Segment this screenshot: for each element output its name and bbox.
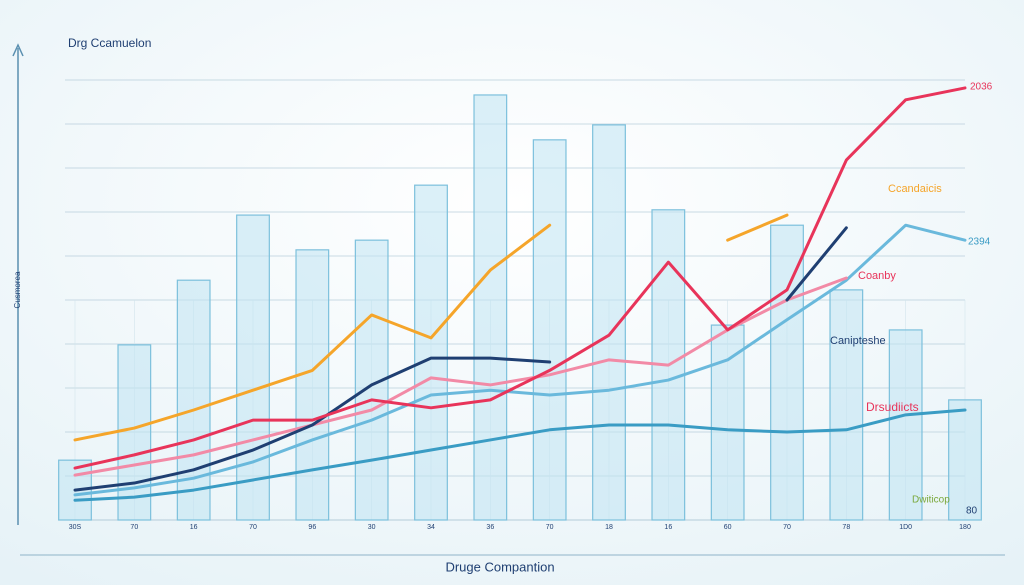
annotation: Drsudiicts: [866, 400, 919, 414]
line-series: [73, 276, 848, 477]
y-axis-arrow: [12, 43, 24, 57]
x-tick-label: 78: [842, 524, 850, 531]
x-tick-label: 16: [190, 524, 198, 531]
line-series: [73, 86, 967, 470]
x-tick-label: 36: [486, 524, 494, 531]
x-tick-label: 34: [427, 524, 435, 531]
annotation: 80: [966, 506, 978, 517]
bar: [117, 344, 152, 521]
bar: [176, 279, 211, 521]
bar: [948, 399, 982, 521]
x-tick-label: 70: [783, 524, 791, 531]
bar: [532, 139, 567, 521]
line-series: [726, 213, 789, 242]
bar: [770, 224, 804, 521]
x-tick-label: 60: [724, 524, 732, 531]
x-axis-label: Druge Compantion: [445, 559, 554, 574]
annotation: Coanby: [858, 270, 896, 282]
annotation: 2036: [970, 82, 993, 93]
x-tick-label: 30: [368, 524, 376, 531]
line-series: [73, 223, 967, 497]
bar: [295, 249, 330, 521]
line-series: [73, 223, 552, 442]
x-tick-label: 70: [130, 524, 138, 531]
bar: [829, 289, 864, 521]
annotation: 2394: [968, 237, 991, 248]
y-axis-label: Cusmorea: [13, 271, 22, 308]
bar: [414, 184, 448, 521]
x-tick-label: 96: [308, 524, 316, 531]
annotation: Ccandaicis: [888, 183, 942, 195]
chart-title: Drg Ccamuelon: [68, 36, 151, 50]
x-tick-label: 18: [605, 524, 613, 531]
bar: [710, 324, 745, 521]
line-series: [73, 408, 967, 502]
x-tick-label: 180: [959, 524, 971, 531]
bar: [473, 94, 508, 521]
annotation: Dwiticop: [912, 495, 950, 506]
x-tick-label: 16: [664, 524, 672, 531]
x-tick-label: 30S: [69, 524, 82, 531]
bar: [888, 329, 923, 521]
x-tick-label: 1D0: [899, 524, 912, 531]
annotation: Canipteshe: [830, 335, 886, 347]
line-series: [785, 226, 848, 302]
x-tick-label: 70: [249, 524, 257, 531]
line-series: [73, 356, 552, 492]
bar: [236, 214, 270, 521]
x-tick-label: 70: [546, 524, 554, 531]
